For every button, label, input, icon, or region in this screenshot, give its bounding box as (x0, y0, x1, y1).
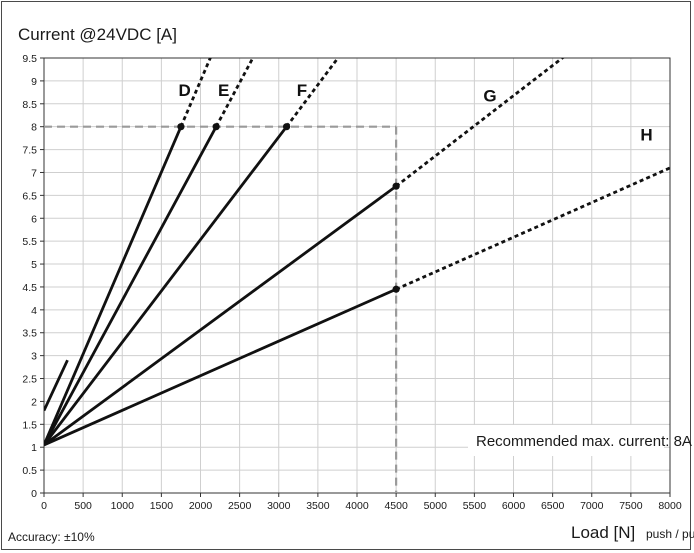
y-tick-label: 8.5 (22, 99, 37, 111)
x-tick-label: 1500 (150, 500, 174, 512)
series-h-limit-point (392, 285, 400, 293)
series-g-solid-line (44, 185, 397, 447)
series-unnamed (44, 359, 69, 412)
x-tick-label: 4000 (345, 500, 369, 512)
accuracy-note: Accuracy: ±10% (8, 530, 95, 544)
series-f-solid-line (44, 125, 288, 446)
y-tick-label: 4 (31, 305, 37, 317)
series-label-h: H (640, 125, 652, 144)
tick-labels: 0 500 1000 1500 2000 2500 3000 3500 4000 4500 5000… (22, 53, 681, 512)
series-unnamed-solid-line (44, 359, 69, 412)
series-h-dotted-line (395, 166, 670, 291)
x-axis-title-sub: push / pull (646, 527, 694, 541)
x-tick-label: 6000 (502, 500, 526, 512)
y-tick-label: 5.5 (22, 236, 37, 248)
y-axis-title: Current @24VDC [A] (18, 25, 177, 44)
y-tick-label: 9 (31, 76, 37, 88)
y-tick-label: 4.5 (22, 282, 37, 294)
y-tick-label: 7 (31, 167, 37, 179)
y-tick-label: 5 (31, 259, 37, 271)
y-tick-label: 6 (31, 213, 37, 225)
x-tick-label: 5000 (424, 500, 448, 512)
x-tick-label: 7000 (580, 500, 604, 512)
annotation-text: Recommended max. current: 8A (476, 433, 692, 450)
y-tick-label: 0.5 (22, 465, 37, 477)
series-label-g: G (483, 87, 496, 106)
x-tick-label: 6500 (541, 500, 565, 512)
x-axis-title-main: Load [N] (571, 523, 635, 542)
series-label-e: E (218, 81, 229, 100)
x-tick-label: 5500 (463, 500, 487, 512)
series-e-solid-line (44, 126, 218, 446)
x-tick-label: 4500 (384, 500, 408, 512)
y-tick-label: 3.5 (22, 328, 37, 340)
series-d (44, 58, 212, 446)
y-tick-label: 1 (31, 442, 37, 454)
y-tick-label: 3 (31, 351, 37, 363)
series-label-f: F (297, 81, 307, 100)
x-tick-label: 3000 (267, 500, 291, 512)
x-tick-label: 500 (74, 500, 92, 512)
y-tick-label: 9.5 (22, 53, 37, 65)
series-h-solid-line (44, 287, 397, 447)
x-axis-title: Load [N] push / pull (571, 523, 694, 542)
y-tick-label: 6.5 (22, 190, 37, 202)
series-e (44, 58, 255, 446)
series-e-limit-point (212, 123, 220, 131)
y-tick-label: 0 (31, 488, 37, 500)
series-lines (44, 58, 670, 447)
series-d-limit-point (177, 123, 185, 131)
x-tick-label: 2000 (189, 500, 213, 512)
plot-area (43, 57, 671, 494)
limit-box (44, 125, 398, 493)
annotation-background (468, 425, 664, 456)
x-tick-label: 3500 (306, 500, 330, 512)
series-d-dotted-line (179, 58, 212, 128)
x-tick-label: 2500 (228, 500, 252, 512)
series-h (44, 166, 670, 447)
series-label-d: D (178, 81, 190, 100)
x-tick-label: 8000 (658, 500, 682, 512)
x-tick-label: 1000 (111, 500, 135, 512)
series-labels: D E F G H (178, 81, 652, 144)
series-f-limit-point (282, 123, 291, 131)
series-f (44, 58, 340, 446)
series-g-dotted-line (395, 58, 565, 188)
grid (40, 57, 671, 497)
y-tick-label: 7.5 (22, 145, 37, 157)
series-g-limit-point (392, 182, 400, 190)
y-tick-label: 2.5 (22, 374, 37, 386)
series-f-dotted-line (285, 58, 340, 128)
y-tick-label: 2 (31, 396, 37, 408)
series-g (44, 58, 565, 447)
annotation-box: Recommended max. current: 8A (468, 425, 692, 456)
y-tick-label: 1.5 (22, 419, 37, 431)
x-tick-label: 0 (41, 500, 47, 512)
x-tick-label: 7500 (619, 500, 643, 512)
y-tick-label: 8 (31, 122, 37, 134)
series-d-solid-line (44, 126, 183, 446)
